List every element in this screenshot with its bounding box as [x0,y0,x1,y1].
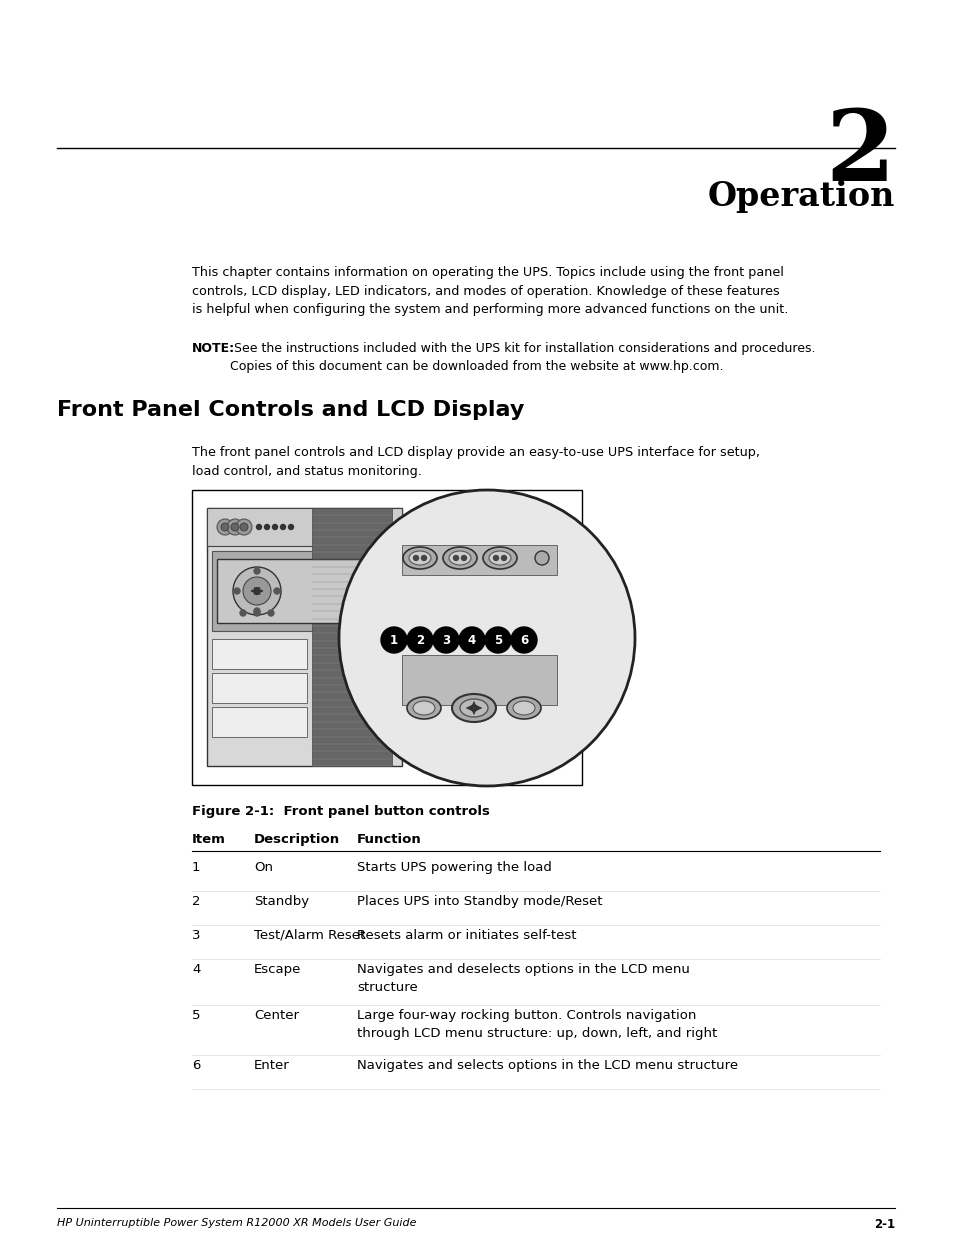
Text: 6: 6 [519,634,528,646]
Text: Enter: Enter [253,1058,290,1072]
Ellipse shape [409,551,431,564]
Text: This chapter contains information on operating the UPS. Topics include using the: This chapter contains information on ope… [192,266,787,316]
Text: Test/Alarm Reset: Test/Alarm Reset [253,929,365,942]
Circle shape [235,519,252,535]
Circle shape [233,588,240,594]
Bar [401,545,557,576]
Text: 5: 5 [192,1009,200,1023]
Text: Large four-way rocking button. Controls navigation
through LCD menu structure: u: Large four-way rocking button. Controls … [356,1009,717,1040]
Circle shape [280,525,285,530]
Circle shape [253,608,260,614]
Circle shape [461,556,466,561]
Circle shape [227,519,243,535]
Text: The front panel controls and LCD display provide an easy-to-use UPS interface fo: The front panel controls and LCD display… [192,446,760,478]
Bar [401,655,557,705]
Ellipse shape [506,697,540,719]
Ellipse shape [407,697,440,719]
Bar [207,508,401,546]
Circle shape [433,627,458,653]
Text: 2: 2 [192,895,200,908]
Text: 2: 2 [416,634,424,646]
Text: On: On [253,861,273,874]
Circle shape [256,525,261,530]
Ellipse shape [413,701,435,715]
Text: 3: 3 [441,634,450,646]
Text: HP Uninterruptible Power System R12000 XR Models User Guide: HP Uninterruptible Power System R12000 X… [57,1218,416,1228]
Text: 4: 4 [467,634,476,646]
Circle shape [458,627,484,653]
Text: Center: Center [253,1009,298,1023]
Bar [207,508,401,766]
Text: NOTE:: NOTE: [192,342,234,354]
Ellipse shape [489,551,511,564]
Circle shape [338,490,635,785]
Bar [216,559,387,622]
Circle shape [233,567,281,615]
Circle shape [216,519,233,535]
Circle shape [484,627,511,653]
Bar [312,508,392,766]
Circle shape [511,627,537,653]
Circle shape [221,522,229,531]
Text: Item: Item [192,832,226,846]
Circle shape [268,610,274,616]
Text: 2: 2 [824,105,894,203]
Circle shape [407,627,433,653]
Circle shape [243,577,271,605]
Ellipse shape [513,701,535,715]
Ellipse shape [442,547,476,569]
Text: Places UPS into Standby mode/Reset: Places UPS into Standby mode/Reset [356,895,602,908]
Text: Operation: Operation [707,180,894,212]
Text: 1: 1 [192,861,200,874]
Circle shape [240,522,248,531]
Text: 2-1: 2-1 [873,1218,894,1231]
Circle shape [240,610,246,616]
Text: Navigates and deselects options in the LCD menu
structure: Navigates and deselects options in the L… [356,963,689,994]
Bar [212,551,396,631]
Circle shape [274,588,280,594]
Text: Function: Function [356,832,421,846]
Text: 5: 5 [494,634,501,646]
Text: 6: 6 [192,1058,200,1072]
Circle shape [453,556,458,561]
Circle shape [535,551,548,564]
Bar [212,673,307,703]
Bar [192,490,581,785]
Ellipse shape [449,551,471,564]
Text: See the instructions included with the UPS kit for installation considerations a: See the instructions included with the U… [230,342,815,373]
Text: 3: 3 [192,929,200,942]
Circle shape [501,556,506,561]
Bar [212,638,307,669]
Circle shape [421,556,426,561]
Bar [212,706,307,737]
Ellipse shape [402,547,436,569]
Ellipse shape [459,699,488,718]
Text: Navigates and selects options in the LCD menu structure: Navigates and selects options in the LCD… [356,1058,738,1072]
Text: Standby: Standby [253,895,309,908]
Text: Escape: Escape [253,963,301,976]
Text: 1: 1 [390,634,397,646]
Text: Description: Description [253,832,340,846]
Text: Starts UPS powering the load: Starts UPS powering the load [356,861,551,874]
Text: Figure 2-1:  Front panel button controls: Figure 2-1: Front panel button controls [192,805,489,818]
Text: 4: 4 [192,963,200,976]
Text: Front Panel Controls and LCD Display: Front Panel Controls and LCD Display [57,400,524,420]
Ellipse shape [452,694,496,722]
Circle shape [413,556,418,561]
Circle shape [380,627,407,653]
Ellipse shape [482,547,517,569]
Circle shape [231,522,239,531]
Circle shape [253,610,260,616]
Circle shape [264,525,269,530]
Text: Resets alarm or initiates self-test: Resets alarm or initiates self-test [356,929,576,942]
Circle shape [253,568,260,574]
Circle shape [273,525,277,530]
Circle shape [288,525,294,530]
Circle shape [493,556,498,561]
